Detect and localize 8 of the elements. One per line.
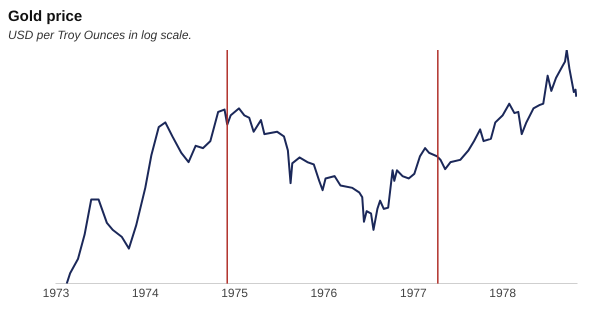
x-tick-label: 1978 (489, 286, 516, 300)
x-tick-label: 1977 (400, 286, 428, 300)
x-tick-label: 1973 (42, 286, 70, 300)
chart-title: Gold price (8, 8, 84, 25)
x-tick-label: 1974 (132, 286, 159, 300)
x-tick-label: 1975 (221, 286, 248, 300)
chart-subtitle: USD per Troy Ounces in log scale. (8, 28, 193, 42)
x-tick-label: 1976 (310, 286, 338, 300)
